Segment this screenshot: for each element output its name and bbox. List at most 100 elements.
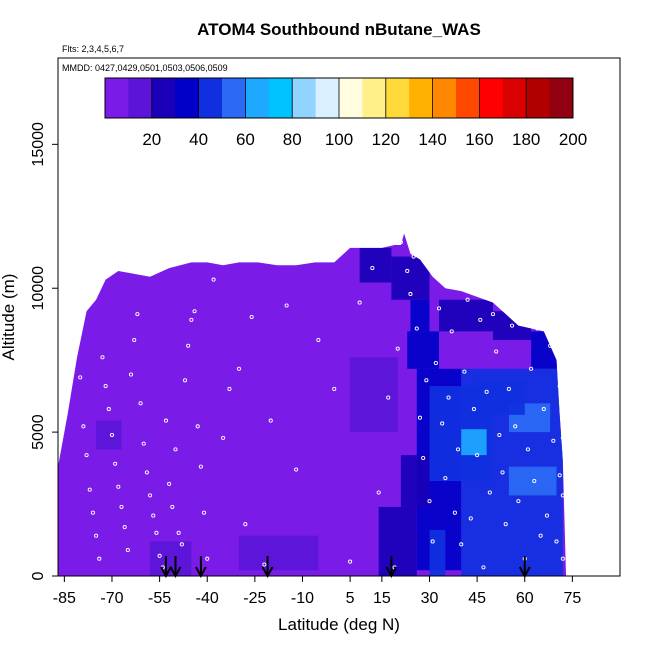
y-tick-label-3: 15000 <box>30 122 47 167</box>
sample-point-92 <box>500 470 505 475</box>
sample-point-14 <box>122 525 127 530</box>
colorbar-tick-label-6: 140 <box>418 130 446 149</box>
y-tick-label-1: 5000 <box>30 414 47 450</box>
curtain-patch-4 <box>439 299 493 332</box>
sample-point-112 <box>560 435 565 440</box>
sample-point-79 <box>459 542 464 547</box>
sample-point-65 <box>414 326 419 331</box>
sample-point-59 <box>395 346 400 351</box>
curtain-patch-1 <box>391 256 430 300</box>
sample-point-97 <box>516 499 521 504</box>
sample-point-80 <box>462 369 467 374</box>
sample-point-19 <box>138 401 143 406</box>
sample-point-22 <box>148 493 153 498</box>
sample-point-76 <box>449 329 454 334</box>
colorbar-tick-label-7: 160 <box>465 130 493 149</box>
sample-point-91 <box>497 432 502 438</box>
chart-subtitle-dates: MMDD: 0427,0429,0501,0503,0506,0509 <box>62 63 228 73</box>
colorbar-swatch-11 <box>362 78 387 118</box>
colorbar: 20 40 60 80 100 120 140 160 180 200 <box>104 77 587 149</box>
sample-point-57 <box>386 395 391 400</box>
colorbar-swatch-2 <box>151 78 176 118</box>
sample-point-40 <box>205 556 210 561</box>
sample-point-10 <box>109 432 115 438</box>
sample-point-33 <box>182 378 188 383</box>
colorbar-swatch-9 <box>315 78 340 118</box>
sample-point-71 <box>433 360 438 366</box>
colorbar-swatch-17 <box>502 78 527 118</box>
x-axis-label: Latitude (deg N) <box>278 615 400 634</box>
sample-point-20 <box>141 441 146 446</box>
colorbar-swatch-12 <box>385 78 410 118</box>
x-axis: -85 -70 -55 -40 -25 -10 5 15 30 45 60 75 <box>53 576 581 607</box>
sample-point-8 <box>103 384 108 389</box>
sample-point-94 <box>506 386 511 391</box>
x-tick-label-3: -40 <box>196 590 219 607</box>
x-tick-label-8: 30 <box>421 590 439 607</box>
colorbar-swatch-0 <box>105 78 129 118</box>
sample-point-103 <box>535 326 540 331</box>
x-tick-label-4: -25 <box>243 590 266 607</box>
plot-frame <box>57 57 621 577</box>
colorbar-swatch-8 <box>292 78 317 118</box>
colorbar-swatch-18 <box>526 78 551 118</box>
curtain-patch-13 <box>477 380 525 415</box>
sample-point-16 <box>128 372 134 377</box>
x-tick-label-11: 75 <box>563 590 581 607</box>
colorbar-swatch-3 <box>175 78 200 118</box>
curtain-patch-3 <box>407 331 440 369</box>
colorbar-tick-label-4: 100 <box>325 130 353 149</box>
colorbar-swatch-5 <box>222 78 246 118</box>
x-tick-label-9: 45 <box>468 590 486 607</box>
x-tick-label-10: 60 <box>516 590 534 607</box>
sample-point-48 <box>268 418 273 423</box>
colorbar-tick-label-5: 120 <box>372 130 400 149</box>
sample-point-83 <box>471 407 476 412</box>
sample-point-18 <box>135 312 140 317</box>
curtain-patch-14 <box>378 506 417 576</box>
sample-point-38 <box>198 464 203 469</box>
x-tick-label-6: 5 <box>346 590 355 607</box>
sample-point-84 <box>475 453 480 458</box>
colorbar-swatch-15 <box>456 78 480 118</box>
sample-point-24 <box>154 530 159 535</box>
sample-point-55 <box>370 266 375 271</box>
curtain-patch-0 <box>359 247 392 283</box>
colorbar-swatch-4 <box>198 78 223 118</box>
sample-point-28 <box>167 481 172 486</box>
sample-point-47 <box>262 562 267 567</box>
sample-point-86 <box>481 565 486 570</box>
sample-point-62 <box>405 268 410 274</box>
sample-point-41 <box>211 277 216 282</box>
sample-point-64 <box>411 254 416 259</box>
x-tick-label-0: -85 <box>53 590 76 607</box>
sample-point-0 <box>78 375 83 380</box>
sample-point-113 <box>560 493 565 498</box>
x-tick-label-1: -70 <box>100 590 123 607</box>
sample-point-5 <box>94 533 99 538</box>
sample-point-31 <box>176 530 181 535</box>
colorbar-swatch-14 <box>432 78 457 118</box>
sample-point-72 <box>436 306 442 311</box>
sample-point-25 <box>157 553 162 558</box>
y-axis: 0 5000 10000 15000 <box>30 122 58 580</box>
sample-point-81 <box>465 297 470 302</box>
sample-point-70 <box>430 539 435 544</box>
sample-point-51 <box>316 337 321 343</box>
sample-point-107 <box>548 343 553 348</box>
curtain-patch-6 <box>531 331 563 369</box>
sample-point-35 <box>189 317 194 322</box>
sample-point-60 <box>398 240 403 245</box>
y-tick-label-2: 10000 <box>30 266 47 311</box>
sample-point-110 <box>557 473 562 478</box>
colorbar-swatch-16 <box>479 78 504 118</box>
curtain-patch-2 <box>410 299 430 332</box>
sample-point-49 <box>284 303 289 308</box>
sample-point-44 <box>236 366 242 371</box>
sample-point-6 <box>97 556 102 561</box>
sample-point-108 <box>551 438 556 443</box>
y-tick-label-0: 0 <box>30 571 47 580</box>
sample-point-4 <box>90 510 95 515</box>
sample-point-29 <box>170 504 175 509</box>
